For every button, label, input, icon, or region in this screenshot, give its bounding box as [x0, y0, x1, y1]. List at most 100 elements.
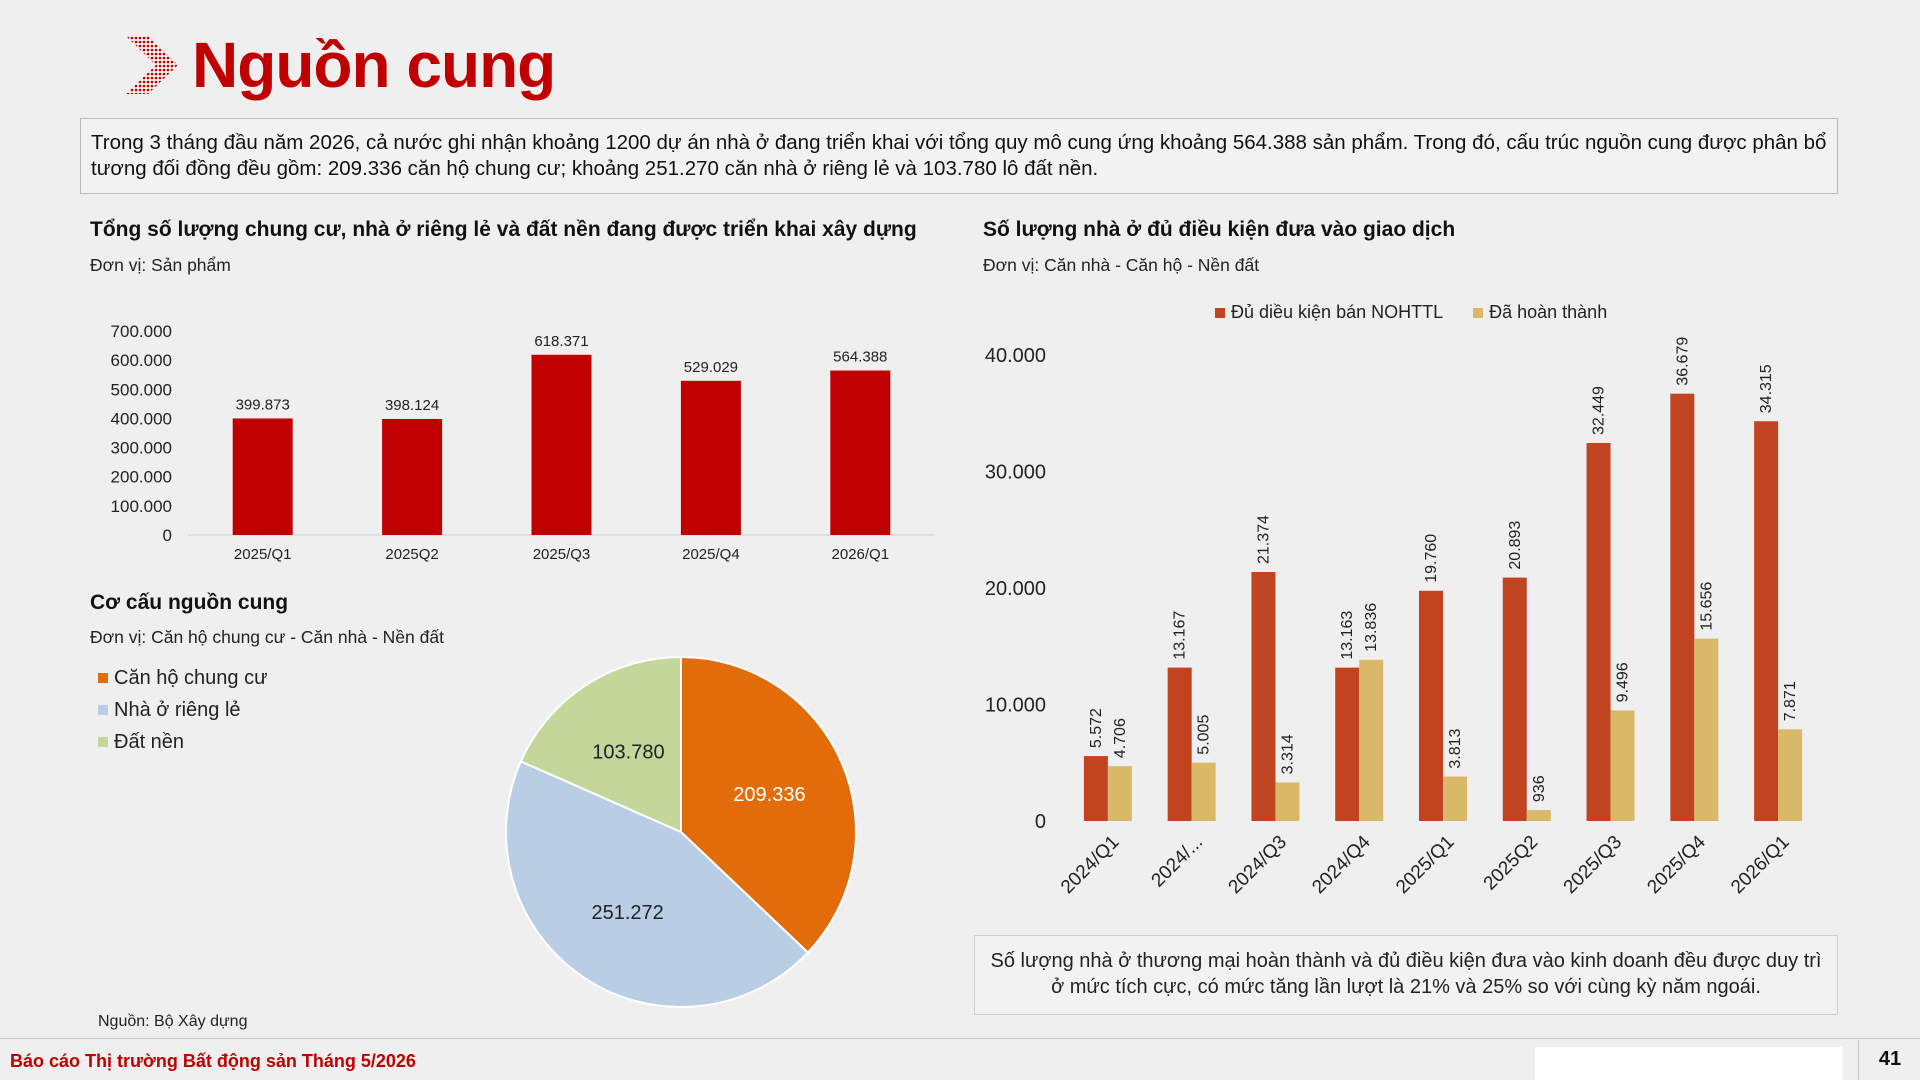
grouped-chart-title: Số lượng nhà ở đủ điều kiện đưa vào giao…	[983, 218, 1456, 241]
pie-slice	[519, 655, 682, 834]
bar	[1526, 810, 1551, 821]
bar-value-label: 34.315	[1758, 364, 1775, 413]
x-tick-label: 2026/Q1	[1727, 832, 1793, 898]
bar	[1083, 756, 1108, 821]
grouped-chart-unit: Đơn vị: Căn nhà - Căn hộ - Nền đất	[983, 255, 1260, 275]
bar-value-label: 564.388	[833, 349, 887, 366]
legend-swatch	[1215, 307, 1225, 318]
y-tick-label: 700.000	[111, 322, 172, 341]
legend-swatch	[1473, 307, 1484, 318]
bar	[1502, 577, 1527, 821]
pie-value-label: 103.780	[592, 741, 664, 763]
bar-value-label: 5.005	[1196, 715, 1213, 755]
legend-label: Nhà ở riêng lẻ	[114, 698, 241, 721]
x-tick-label: 2024/Q3	[1225, 832, 1291, 898]
y-tick-label: 0	[1035, 811, 1046, 833]
bar	[382, 418, 443, 535]
x-tick-label: 2025/Q3	[1560, 832, 1626, 898]
bar-value-label: 21.374	[1255, 515, 1272, 564]
page-header: Nguồn cung	[122, 20, 556, 110]
bar-value-label: 20.893	[1507, 521, 1524, 570]
y-tick-label: 400.000	[111, 409, 172, 428]
pie-value-label: 209.336	[733, 784, 805, 806]
x-tick-label: 2025/Q1	[234, 546, 292, 563]
legend-label: Căn hộ chung cư	[114, 666, 268, 689]
pie-legend-item: Đất nền	[98, 726, 268, 758]
legend-label: Đất nền	[114, 730, 185, 753]
y-tick-label: 300.000	[111, 439, 172, 458]
bar	[1610, 710, 1635, 821]
x-tick-label: 2025Q2	[385, 546, 438, 563]
chevron-logo-icon	[126, 36, 178, 94]
pie-chart-unit: Đơn vị: Căn hộ chung cư - Căn nhà - Nền …	[90, 627, 444, 647]
bar	[1191, 762, 1216, 821]
bar-value-label: 5.572	[1088, 708, 1105, 748]
pie-legend-item: Căn hộ chung cư	[98, 662, 268, 694]
bar	[1586, 442, 1611, 821]
bar-value-label: 618.371	[534, 333, 588, 350]
bar-value-label: 32.449	[1591, 386, 1608, 435]
y-tick-label: 100.000	[111, 497, 172, 516]
bar	[232, 418, 293, 535]
bar	[1107, 766, 1132, 821]
x-tick-label: 2024/Q1	[1057, 832, 1123, 898]
bar-value-label: 529.029	[684, 359, 738, 376]
bar-chart-unit: Đơn vị: Sản phẩm	[90, 255, 231, 275]
bar	[1251, 571, 1276, 821]
bar-value-label: 13.163	[1339, 611, 1356, 660]
pie-value-label: 251.272	[591, 902, 663, 924]
bar	[1754, 421, 1779, 821]
intro-summary: Trong 3 tháng đầu năm 2026, cả nước ghi …	[80, 118, 1838, 194]
bar-value-label: 398.124	[385, 397, 439, 414]
bar	[1778, 729, 1803, 821]
legend-swatch	[98, 673, 108, 683]
bar	[1167, 667, 1192, 821]
bar-value-label: 3.813	[1447, 728, 1464, 768]
legend-label: Đã hoàn thành	[1489, 302, 1608, 322]
bar	[531, 354, 592, 535]
bar-value-label: 4.706	[1112, 718, 1129, 758]
bar-value-label: 36.679	[1674, 337, 1691, 386]
pie-chart-title: Cơ cấu nguồn cung	[90, 591, 289, 614]
x-tick-label: 2025/Q4	[1643, 831, 1710, 898]
y-tick-label: 40.000	[985, 345, 1046, 367]
pie-legend-item: Nhà ở riêng lẻ	[98, 694, 268, 726]
y-tick-label: 30.000	[985, 462, 1046, 484]
bar-value-label: 15.656	[1698, 582, 1715, 631]
bar	[1694, 638, 1719, 821]
bar	[830, 370, 891, 535]
pie-legend: Căn hộ chung cư Nhà ở riêng lẻ Đất nền	[98, 662, 268, 758]
y-tick-label: 500.000	[111, 380, 172, 399]
bar-value-label: 3.314	[1279, 734, 1296, 774]
y-tick-label: 600.000	[111, 351, 172, 370]
bar-value-label: 936	[1531, 775, 1548, 802]
bar	[1275, 782, 1300, 821]
x-tick-label: 2024/Q4	[1308, 831, 1375, 898]
x-tick-label: 2026/Q1	[832, 546, 890, 563]
bar-value-label: 19.760	[1423, 534, 1440, 583]
x-tick-label: 2024/...	[1148, 832, 1208, 892]
bar	[1419, 590, 1443, 821]
source-note: Nguồn: Bộ Xây dựng	[98, 1013, 248, 1030]
bar-value-label: 13.167	[1172, 611, 1189, 660]
pie-slice	[680, 655, 857, 954]
bar-value-label: 9.496	[1615, 662, 1632, 702]
bar	[680, 380, 741, 535]
bar-value-label: 13.836	[1363, 603, 1380, 652]
y-tick-label: 20.000	[985, 578, 1046, 600]
legend-swatch	[98, 737, 108, 747]
legend-label: Đủ diều kiện bán NOHTTL	[1231, 302, 1444, 322]
footer-divider	[0, 1038, 1920, 1039]
bar-value-label: 399.873	[236, 396, 290, 413]
y-tick-label: 200.000	[111, 468, 172, 487]
footer-blank-box	[1535, 1047, 1842, 1080]
y-tick-label: 0	[163, 526, 172, 545]
grouped-chart-legend: Đủ diều kiện bán NOHTTL Đã hoàn thành	[1215, 302, 1607, 323]
bar	[1335, 667, 1360, 821]
commentary-note: Số lượng nhà ở thương mại hoàn thành và …	[974, 935, 1838, 1015]
bar-chart-title: Tổng số lượng chung cư, nhà ở riêng lẻ v…	[90, 218, 917, 241]
bar	[1359, 659, 1384, 821]
